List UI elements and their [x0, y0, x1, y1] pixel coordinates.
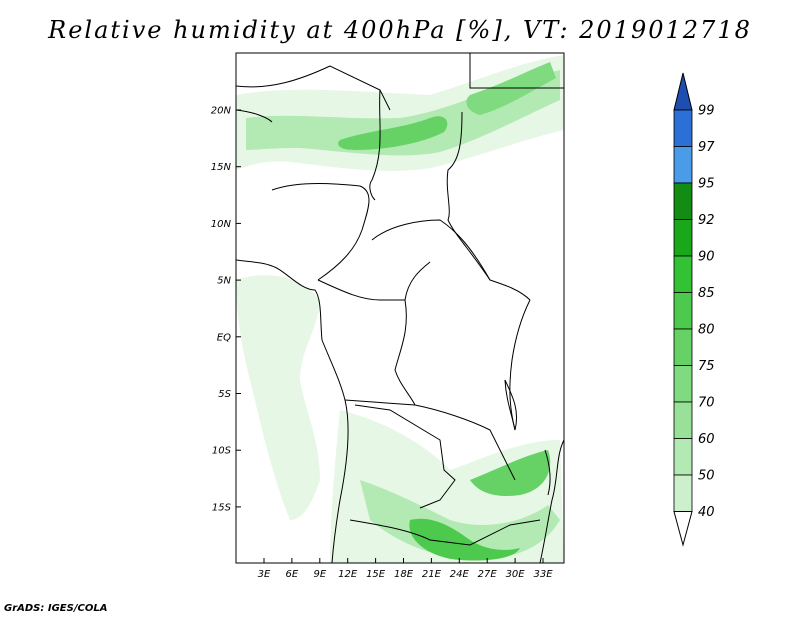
colorbar-box	[673, 365, 693, 403]
colorbar-box	[673, 292, 693, 330]
border-mali-niger	[236, 109, 273, 123]
border-algeria-niger	[236, 65, 391, 111]
lat-tick-label: 15S	[212, 502, 232, 513]
border-cameroon	[317, 261, 431, 301]
lat-tick-label: 10S	[212, 446, 232, 457]
colorbar-box	[673, 255, 693, 293]
lat-tick-label: 5S	[218, 389, 231, 400]
border-chad-sudan	[446, 111, 491, 281]
lake-malawi	[544, 449, 551, 496]
colorbar-box	[673, 109, 693, 147]
map-title: Relative humidity at 400hPa [%], VT: 201…	[48, 16, 752, 44]
colorbar-box	[673, 182, 693, 220]
country-borders	[236, 53, 564, 563]
border-south	[349, 519, 541, 546]
border-car	[371, 219, 531, 301]
humidity-west-coast	[236, 275, 320, 520]
colorbar-label: 95	[698, 177, 715, 192]
border-libya-egypt	[469, 53, 564, 89]
colorbar-label: 92	[698, 213, 715, 228]
humidity-band-north-core	[338, 116, 448, 150]
colorbar: 99 97 95 92 90 85 80 75 70 60 50 40	[673, 72, 715, 547]
colorbar-label: 70	[698, 396, 715, 411]
colorbar-label: 85	[698, 286, 715, 301]
colorbar-box	[673, 438, 693, 476]
humidity-band-north-mid	[246, 70, 560, 156]
humidity-south-mid	[360, 480, 560, 560]
colorbar-label: 60	[698, 432, 715, 447]
colorbar-box	[673, 219, 693, 257]
border-angola-zambia	[354, 404, 456, 509]
lon-tick-label: 24E	[450, 569, 470, 580]
humidity-shading	[236, 55, 564, 563]
colorbar-box	[673, 401, 693, 439]
lon-tick-label: 3E	[258, 569, 271, 580]
coastline-east	[539, 439, 564, 563]
humidity-south-core	[409, 518, 520, 561]
lon-tick-label: 12E	[338, 569, 358, 580]
lon-tick-label: 27E	[478, 569, 498, 580]
border-nigeria	[271, 183, 370, 281]
colorbar-box	[673, 146, 693, 184]
map-frame	[235, 52, 565, 564]
lon-tick-label: 21E	[422, 569, 442, 580]
colorbar-label: 75	[698, 359, 715, 374]
colorbar-label: 50	[698, 469, 715, 484]
grads-credit: GrADS: IGES/COLA	[4, 603, 108, 614]
lon-tick-label: 30E	[506, 569, 526, 580]
lat-tick-label: 10N	[211, 219, 232, 230]
colorbar-label: 97	[698, 140, 715, 155]
lat-tick-label: EQ	[217, 332, 231, 343]
colorbar-box	[673, 474, 693, 512]
colorbar-label: 40	[698, 505, 715, 520]
colorbar-label: 90	[698, 250, 715, 265]
lon-tick-label: 15E	[366, 569, 386, 580]
lat-tick-label: 20N	[211, 106, 232, 117]
border-niger-chad	[369, 89, 381, 201]
colorbar-bottom-arrow	[673, 511, 693, 547]
colorbar-box	[673, 328, 693, 366]
lon-tick-label: 6E	[286, 569, 299, 580]
lon-axis: 3E 6E 9E 12E 15E 18E 21E 24E 27E 30E 33E	[258, 558, 553, 580]
lat-tick-label: 15N	[211, 162, 232, 173]
humidity-south-east	[470, 450, 551, 497]
lon-tick-label: 33E	[533, 569, 553, 580]
border-drc	[344, 399, 516, 481]
lat-tick-label: 5N	[217, 276, 231, 287]
border-congo	[394, 299, 416, 406]
colorbar-top-arrow	[673, 72, 693, 111]
colorbar-label: 80	[698, 323, 715, 338]
lon-tick-label: 9E	[313, 569, 326, 580]
lake-tanganyika	[504, 379, 518, 431]
lat-axis: 20N 15N 10N 5N EQ 5S 10S 15S	[211, 106, 241, 513]
coastline-west	[236, 259, 349, 563]
border-east-africa	[509, 299, 531, 431]
lon-tick-label: 18E	[394, 569, 414, 580]
colorbar-label: 99	[698, 104, 715, 119]
